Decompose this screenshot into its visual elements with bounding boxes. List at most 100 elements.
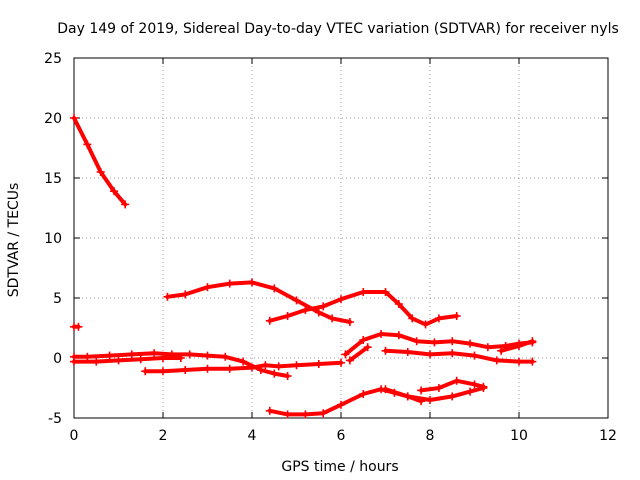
series-line bbox=[165, 280, 352, 324]
y-axis-label: SDTVAR / TECUs bbox=[6, 183, 22, 298]
x-axis-label: GPS time / hours bbox=[281, 459, 398, 475]
data-point bbox=[127, 350, 136, 359]
series-arc-5 bbox=[141, 358, 345, 376]
axis-ticks: 0 2 4 6 8 10 12 -5 0 5 10 15 20 25 bbox=[44, 51, 617, 444]
series-arc-6 bbox=[163, 278, 354, 326]
data-point bbox=[92, 357, 101, 366]
data-point bbox=[141, 367, 150, 376]
data-point bbox=[377, 330, 386, 338]
x-tick-label: 6 bbox=[337, 428, 346, 444]
data-series bbox=[70, 114, 537, 419]
data-point bbox=[421, 320, 430, 329]
data-point bbox=[203, 283, 212, 292]
data-point bbox=[466, 387, 475, 396]
data-point bbox=[403, 392, 412, 401]
data-point bbox=[515, 342, 523, 350]
series-arc-7 bbox=[265, 385, 426, 419]
series-arc-10 bbox=[345, 343, 372, 365]
data-point bbox=[96, 168, 105, 176]
data-point bbox=[479, 382, 488, 391]
data-point bbox=[394, 331, 403, 340]
data-point bbox=[483, 343, 492, 352]
chart-title: Day 149 of 2019, Sidereal Day-to-day VTE… bbox=[57, 21, 619, 37]
data-point bbox=[359, 390, 368, 398]
data-point bbox=[314, 308, 323, 317]
data-point bbox=[225, 279, 234, 288]
data-point bbox=[136, 355, 145, 364]
data-point bbox=[221, 352, 230, 361]
data-point bbox=[341, 350, 350, 359]
series-arc-2 bbox=[70, 322, 83, 331]
data-point bbox=[283, 410, 292, 419]
data-point bbox=[492, 356, 501, 365]
data-point bbox=[292, 361, 301, 370]
series-arc-14 bbox=[497, 337, 537, 355]
x-tick-label: 12 bbox=[599, 428, 617, 444]
series-arc-8 bbox=[265, 288, 461, 329]
y-tick-label: -5 bbox=[48, 411, 62, 427]
data-point bbox=[185, 350, 194, 359]
data-point bbox=[248, 278, 256, 287]
data-point bbox=[345, 318, 354, 326]
data-point bbox=[83, 140, 92, 149]
series-arc-4 bbox=[70, 354, 185, 366]
data-point bbox=[470, 351, 479, 360]
data-point bbox=[301, 410, 310, 419]
data-point bbox=[225, 364, 234, 373]
data-point bbox=[181, 366, 190, 374]
data-point bbox=[105, 351, 114, 360]
data-point bbox=[412, 337, 421, 346]
x-tick-label: 2 bbox=[159, 428, 168, 444]
data-point bbox=[434, 314, 443, 323]
series-arc-1 bbox=[70, 114, 130, 209]
data-point bbox=[150, 349, 159, 358]
data-point bbox=[426, 396, 434, 404]
data-point bbox=[176, 354, 185, 362]
data-point bbox=[497, 346, 506, 355]
y-tick-label: 0 bbox=[53, 351, 62, 367]
data-point bbox=[359, 288, 368, 296]
data-point bbox=[417, 386, 426, 395]
y-tick-label: 5 bbox=[53, 291, 62, 307]
data-point bbox=[261, 361, 270, 370]
data-point bbox=[448, 349, 457, 358]
data-point bbox=[121, 200, 130, 209]
x-tick-label: 8 bbox=[426, 428, 435, 444]
data-point bbox=[434, 384, 443, 392]
data-point bbox=[337, 295, 345, 304]
data-point bbox=[70, 357, 78, 366]
data-point bbox=[319, 302, 328, 311]
data-point bbox=[528, 357, 537, 366]
data-point bbox=[381, 385, 390, 394]
data-point bbox=[265, 406, 274, 415]
series-line bbox=[347, 345, 370, 363]
data-point bbox=[359, 336, 368, 344]
data-point bbox=[394, 300, 403, 308]
data-point bbox=[83, 352, 92, 361]
data-point bbox=[301, 306, 310, 314]
data-point bbox=[159, 354, 167, 362]
y-tick-label: 10 bbox=[44, 231, 62, 247]
series-line bbox=[267, 290, 459, 327]
data-point bbox=[452, 312, 461, 320]
data-point bbox=[270, 369, 279, 378]
data-point bbox=[381, 346, 390, 355]
data-point bbox=[381, 288, 390, 296]
data-point bbox=[430, 338, 439, 347]
data-point bbox=[319, 409, 328, 418]
data-point bbox=[283, 312, 292, 320]
data-point bbox=[248, 363, 256, 372]
data-point bbox=[163, 292, 172, 301]
data-point bbox=[159, 367, 167, 376]
data-point bbox=[114, 356, 123, 365]
data-point bbox=[448, 337, 457, 346]
series-arc-13 bbox=[417, 376, 488, 395]
data-point bbox=[408, 314, 417, 323]
data-point bbox=[203, 351, 212, 360]
data-point bbox=[403, 348, 412, 356]
data-point bbox=[452, 376, 461, 385]
data-point bbox=[314, 360, 323, 368]
data-point bbox=[239, 357, 248, 366]
data-point bbox=[448, 392, 457, 401]
